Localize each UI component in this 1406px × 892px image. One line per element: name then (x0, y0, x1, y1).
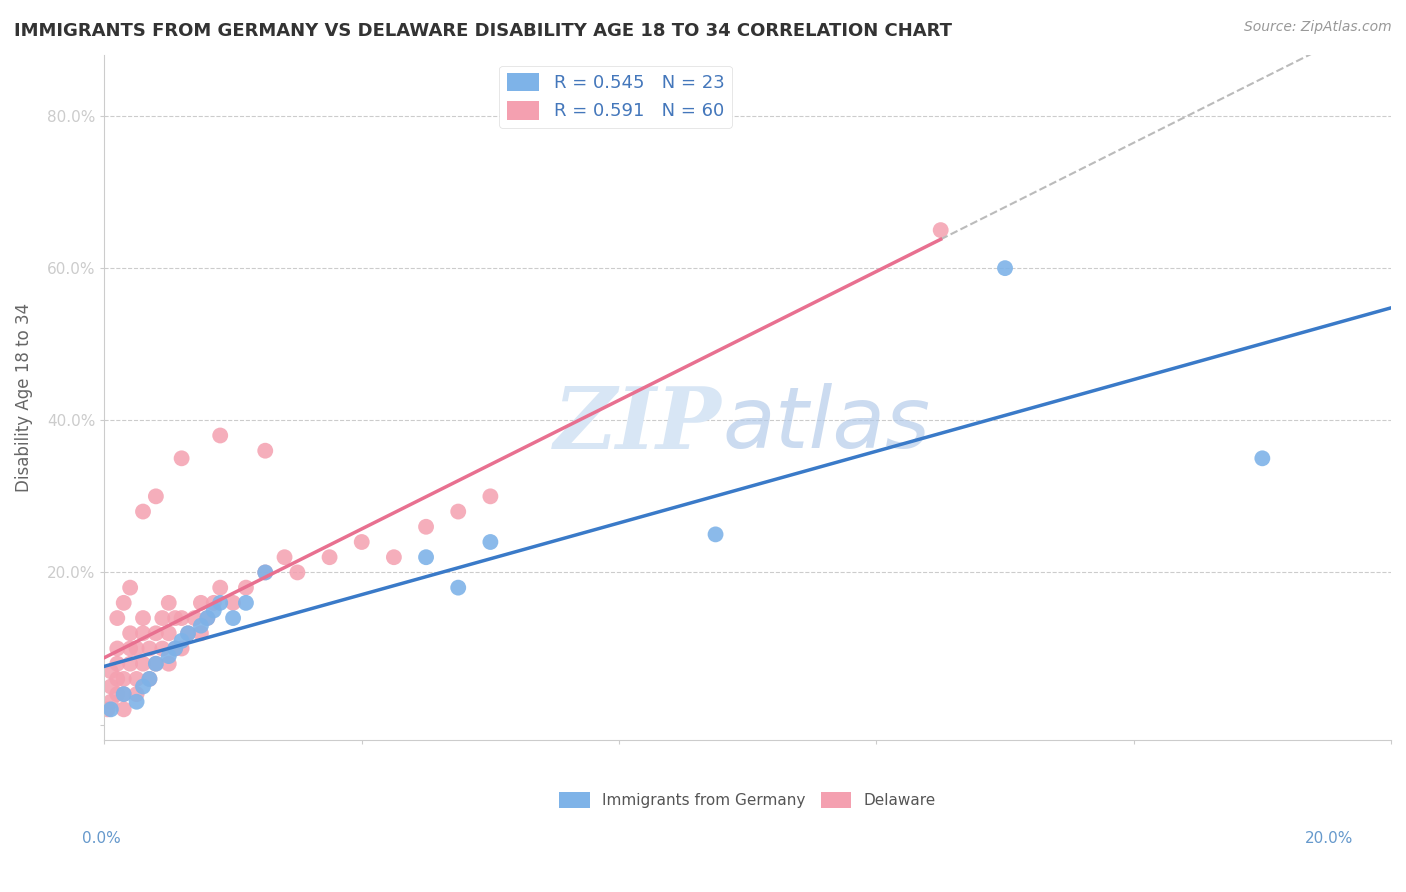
Point (100, 680, 122, 694)
Point (190, 618, 212, 632)
Point (97, 702, 120, 716)
Point (120, 581, 142, 595)
Point (209, 581, 232, 595)
Point (415, 520, 437, 534)
Point (150, 611, 173, 625)
Point (209, 596, 232, 610)
Point (125, 687, 148, 701)
Point (222, 611, 245, 625)
Point (105, 641, 128, 656)
Point (120, 657, 142, 671)
Point (112, 596, 135, 610)
Point (120, 641, 142, 656)
Point (165, 641, 187, 656)
Text: IMMIGRANTS FROM GERMANY VS DELAWARE DISABILITY AGE 18 TO 34 CORRELATION CHART: IMMIGRANTS FROM GERMANY VS DELAWARE DISA… (14, 22, 952, 40)
Point (929, 223, 952, 237)
Point (125, 695, 148, 709)
Point (382, 550, 405, 565)
Point (145, 626, 167, 640)
Text: ZIP: ZIP (554, 383, 721, 467)
Point (170, 641, 193, 656)
Y-axis label: Disability Age 18 to 34: Disability Age 18 to 34 (15, 303, 32, 492)
Point (190, 626, 212, 640)
Point (138, 672, 160, 686)
Point (287, 566, 309, 580)
Point (350, 535, 373, 549)
Point (132, 505, 155, 519)
Point (145, 489, 167, 503)
Text: 0.0%: 0.0% (82, 831, 121, 846)
Point (254, 566, 277, 580)
Point (170, 451, 193, 466)
Point (157, 657, 180, 671)
Point (170, 611, 193, 625)
Point (165, 611, 187, 625)
Point (132, 626, 155, 640)
Point (704, 527, 727, 541)
Point (994, 261, 1017, 276)
Point (105, 611, 128, 625)
Point (150, 641, 173, 656)
Point (145, 657, 167, 671)
Point (132, 680, 155, 694)
Point (157, 649, 180, 664)
Point (138, 672, 160, 686)
Point (222, 596, 245, 610)
Point (195, 611, 218, 625)
Point (177, 626, 200, 640)
Point (209, 428, 232, 442)
Point (254, 443, 277, 458)
Point (273, 550, 295, 565)
Point (112, 687, 135, 701)
Point (100, 702, 122, 716)
Point (177, 626, 200, 640)
Point (447, 505, 470, 519)
Point (105, 687, 128, 701)
Point (1251, 451, 1274, 466)
Point (132, 657, 155, 671)
Point (112, 687, 135, 701)
Point (132, 611, 155, 625)
Point (170, 633, 193, 648)
Point (157, 626, 180, 640)
Point (318, 550, 340, 565)
Point (105, 657, 128, 671)
Point (202, 596, 225, 610)
Point (447, 581, 470, 595)
Point (479, 489, 502, 503)
Point (190, 596, 212, 610)
Point (235, 596, 257, 610)
Point (202, 603, 225, 617)
Point (100, 695, 122, 709)
Point (100, 665, 122, 679)
Text: 20.0%: 20.0% (1305, 831, 1353, 846)
Point (415, 550, 437, 565)
Legend: Immigrants from Germany, Delaware: Immigrants from Germany, Delaware (554, 786, 942, 814)
Point (235, 581, 257, 595)
Point (479, 535, 502, 549)
Point (125, 641, 148, 656)
Point (112, 672, 135, 686)
Point (112, 702, 135, 716)
Point (145, 657, 167, 671)
Point (183, 611, 205, 625)
Point (105, 672, 128, 686)
Point (195, 611, 218, 625)
Text: Source: ZipAtlas.com: Source: ZipAtlas.com (1244, 20, 1392, 34)
Point (125, 672, 148, 686)
Point (254, 566, 277, 580)
Point (138, 641, 160, 656)
Point (157, 596, 180, 610)
Point (120, 626, 142, 640)
Text: atlas: atlas (721, 384, 929, 467)
Point (165, 641, 187, 656)
